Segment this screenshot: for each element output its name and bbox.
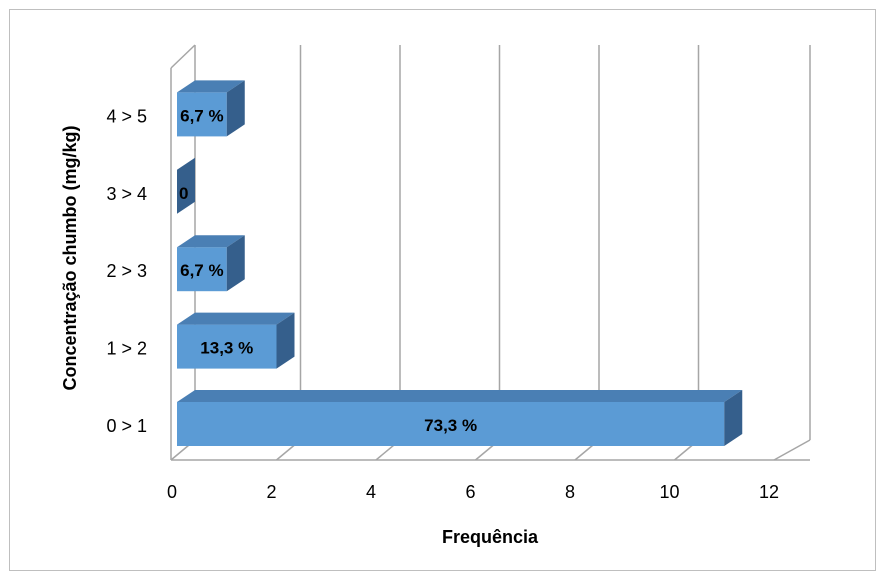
chart-border [9,9,876,571]
y-tick-label: 0 > 1 [106,416,147,436]
x-tick-label: 12 [759,482,779,502]
y-tick-label: 1 > 2 [106,339,147,359]
x-tick-label: 2 [266,482,276,502]
bar-top [177,235,245,248]
bars [177,80,743,446]
bar-front [177,92,227,137]
x-tick-label: 8 [565,482,575,502]
data-labels: 73,3 % 13,3 % 6,7 % 0 6,7 % [179,106,477,435]
bar-top [177,80,245,93]
bar-top [177,312,295,325]
x-tick-label: 0 [167,482,177,502]
x-tick-labels: 0 2 4 6 8 10 12 [167,482,779,502]
bar [177,157,195,214]
bar-front [177,324,277,369]
data-label: 6,7 % [180,106,223,125]
left-wall-top-edge [170,44,196,69]
bar-side [276,312,295,369]
gridlines [170,44,811,461]
data-label: 6,7 % [180,261,223,280]
data-label: 13,3 % [200,339,253,358]
bar [177,390,743,446]
y-tick-label: 2 > 3 [106,261,147,281]
y-tick-label: 4 > 5 [106,106,147,126]
bar-side [724,390,743,446]
x-tick-label: 4 [366,482,376,502]
y-tick-labels: 0 > 1 1 > 2 2 > 3 3 > 4 4 > 5 [106,106,147,436]
bar-side [226,235,245,292]
x-tick-label: 6 [465,482,475,502]
data-label: 73,3 % [424,416,477,435]
bar [177,80,245,137]
y-axis-title: Concentração chumbo (mg/kg) [60,125,80,390]
bar-front [177,247,227,292]
x-axis-title: Frequência [442,527,539,547]
bar [177,312,295,369]
floor-gridline [773,439,811,461]
bar [177,235,245,292]
y-tick-label: 3 > 4 [106,184,147,204]
data-label: 0 [179,184,188,203]
bar-side [177,157,195,214]
bar-top [177,390,743,402]
bar-side [226,80,245,137]
x-tick-label: 10 [659,482,679,502]
bar-front [177,402,725,446]
